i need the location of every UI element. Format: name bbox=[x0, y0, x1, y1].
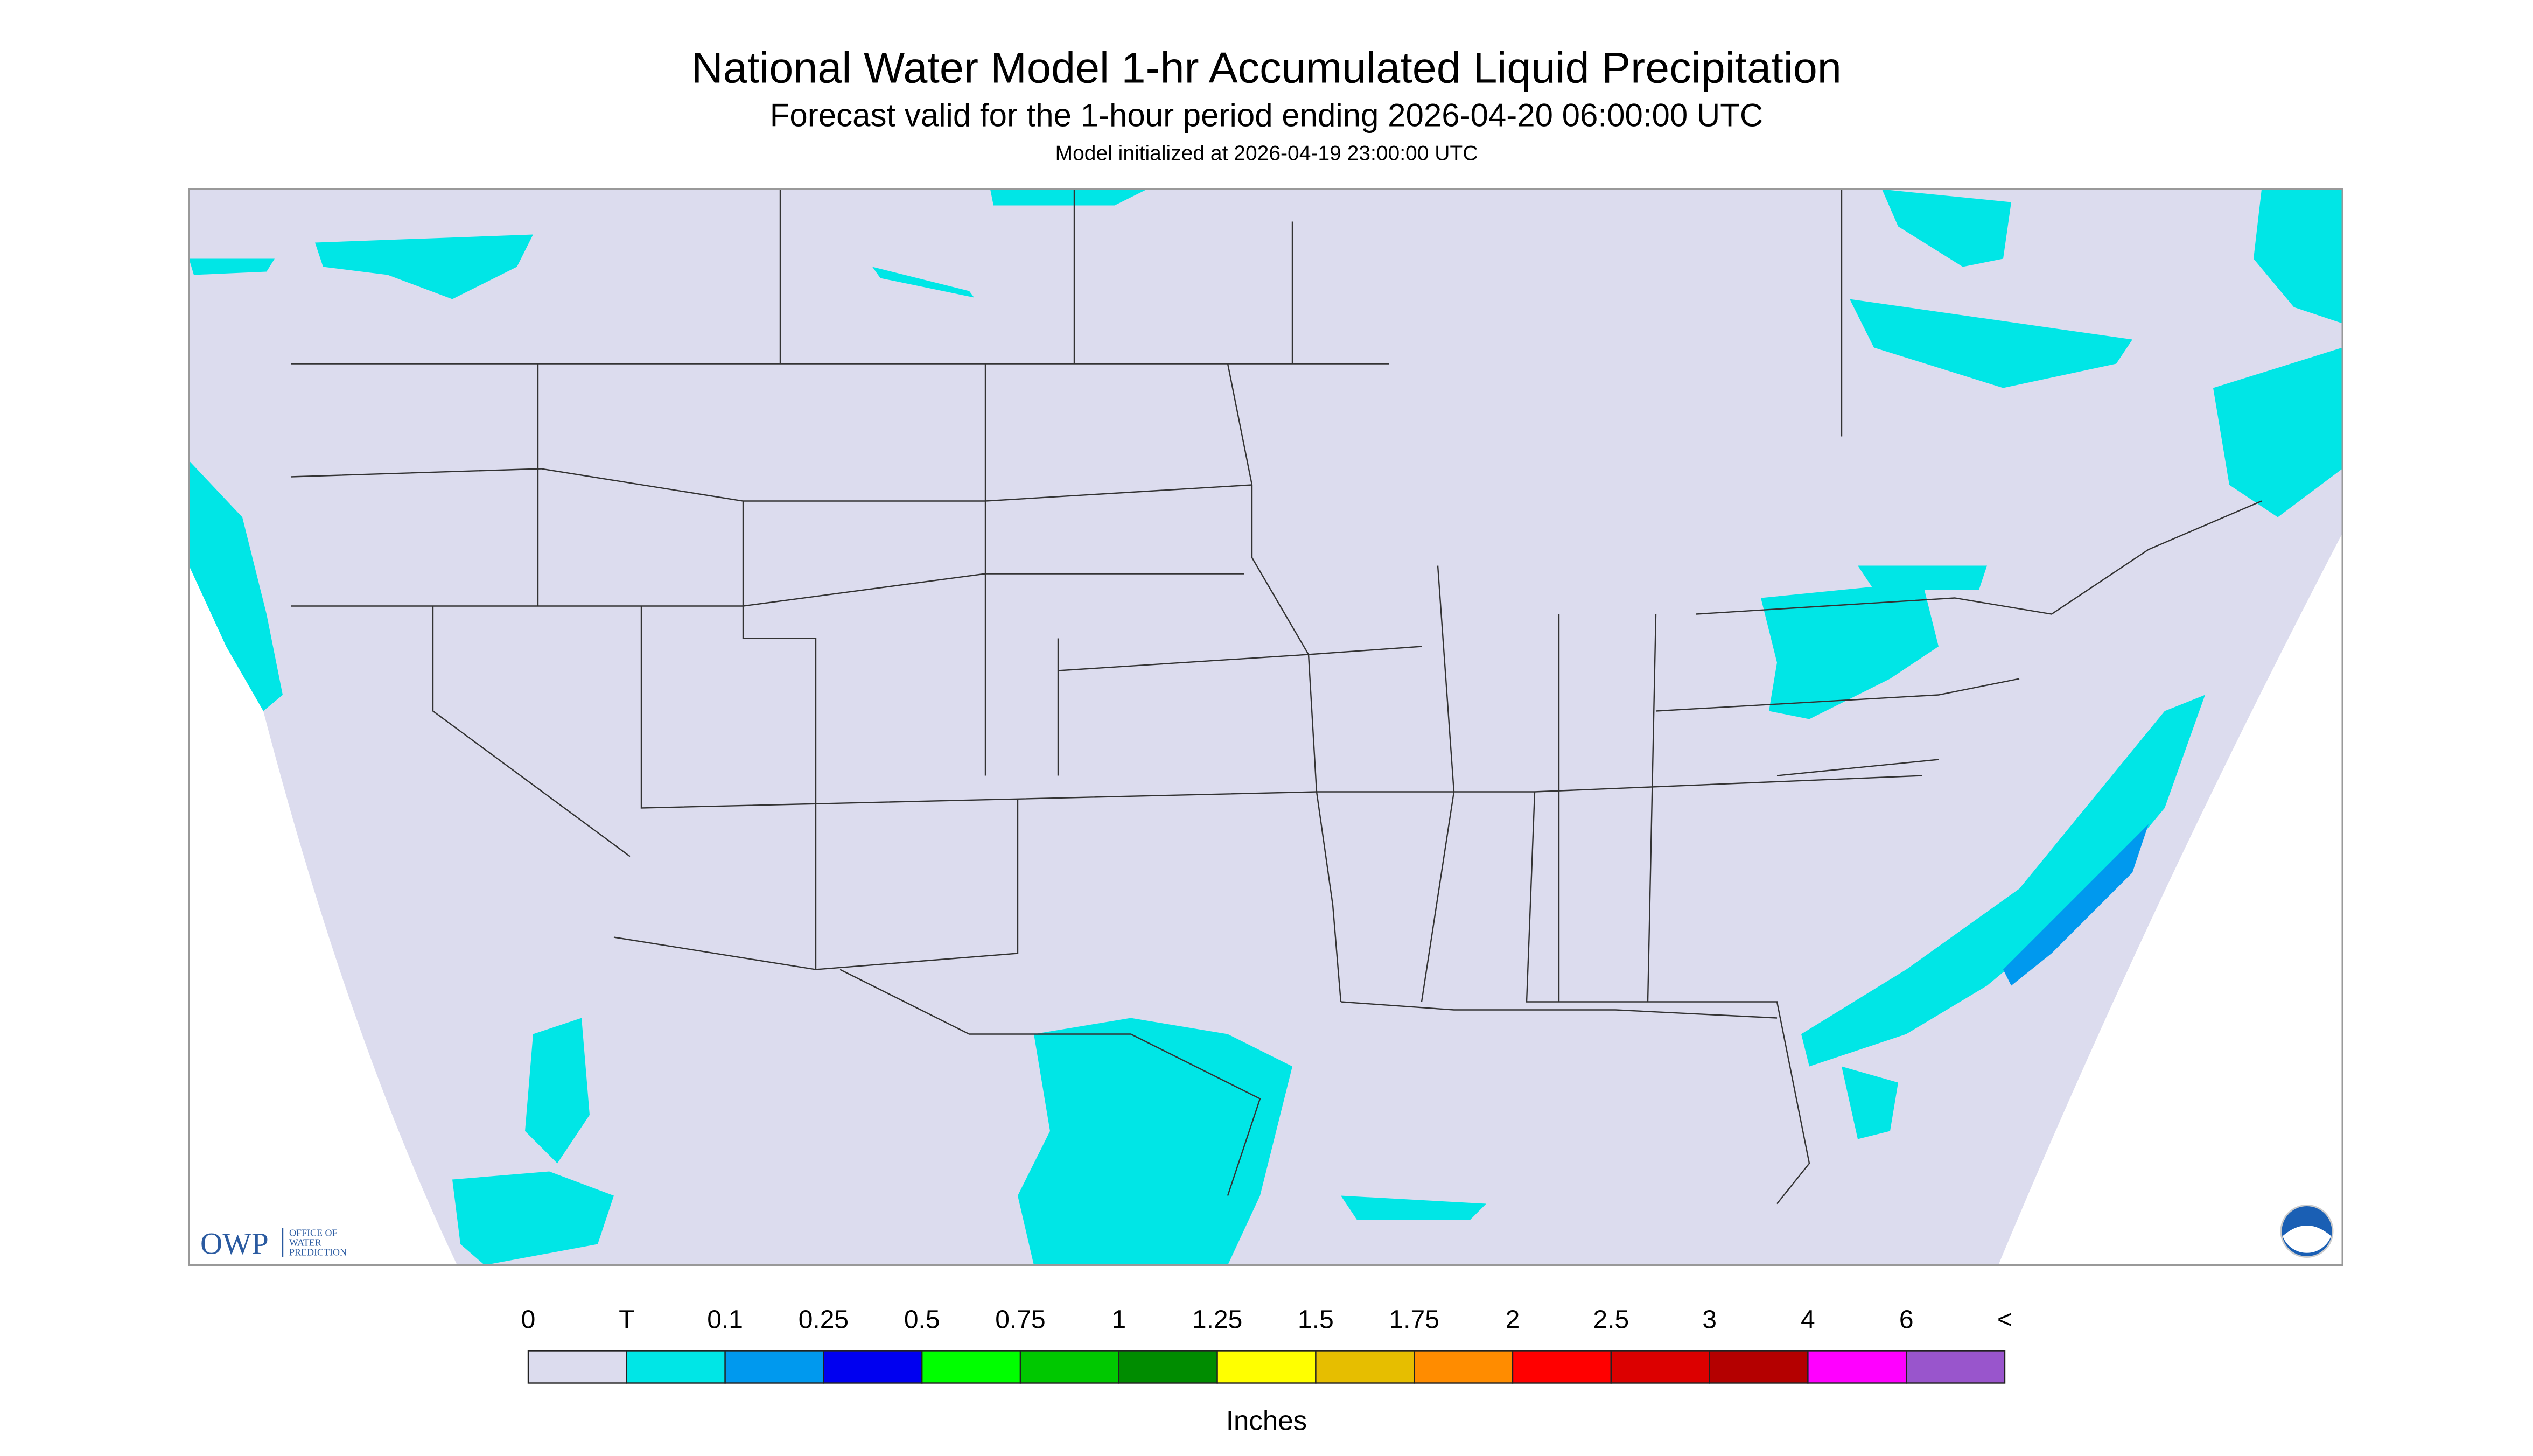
map-frame bbox=[188, 188, 2343, 1266]
init-note: Model initialized at 2026-04-19 23:00:00… bbox=[1055, 142, 1478, 165]
legend-label: 3 bbox=[1702, 1306, 1717, 1334]
legend-swatch bbox=[1807, 1350, 1907, 1384]
map: OWP OFFICE OF WATER PREDICTION bbox=[188, 188, 2343, 1266]
legend-swatch bbox=[527, 1350, 628, 1384]
legend-swatch bbox=[921, 1350, 1021, 1384]
legend-swatch bbox=[1905, 1350, 2006, 1384]
legend-label: 0.1 bbox=[707, 1306, 743, 1334]
owp-logo: OWP OFFICE OF WATER PREDICTION bbox=[200, 1227, 347, 1261]
legend-swatch bbox=[626, 1350, 726, 1384]
legend-swatch bbox=[1118, 1350, 1218, 1384]
legend-label: 0.25 bbox=[799, 1306, 849, 1334]
legend-swatch bbox=[1216, 1350, 1317, 1384]
logo-line: WATER bbox=[289, 1237, 321, 1248]
legend-swatch bbox=[1709, 1350, 1809, 1384]
legend-swatch bbox=[823, 1350, 923, 1384]
subtitle: Forecast valid for the 1-hour period end… bbox=[770, 97, 1763, 134]
legend-swatch bbox=[1414, 1350, 1514, 1384]
legend-swatch bbox=[1315, 1350, 1415, 1384]
legend-label: 2.5 bbox=[1593, 1306, 1629, 1334]
legend-swatch bbox=[1019, 1350, 1120, 1384]
legend-swatch bbox=[1512, 1350, 1612, 1384]
legend-label: 1.25 bbox=[1192, 1306, 1242, 1334]
title: National Water Model 1-hr Accumulated Li… bbox=[691, 44, 1842, 93]
legend-label: 1.5 bbox=[1298, 1306, 1334, 1334]
legend: 0 T 0.1 0.25 0.5 0.75 1 1.25 1.5 1.75 2 2.5 3 4 6 < bbox=[521, 1306, 2012, 1384]
noaa-logo bbox=[2280, 1205, 2334, 1258]
legend-label: 6 bbox=[1899, 1306, 1914, 1334]
legend-label: 0 bbox=[521, 1306, 536, 1334]
legend-swatch bbox=[1610, 1350, 1710, 1384]
legend-label: 2 bbox=[1506, 1306, 1520, 1334]
logo-line: PREDICTION bbox=[289, 1247, 347, 1258]
legend-label: 0.75 bbox=[995, 1306, 1045, 1334]
legend-label: 1 bbox=[1111, 1306, 1126, 1334]
legend-label: T bbox=[619, 1306, 634, 1334]
legend-swatch bbox=[724, 1350, 824, 1384]
legend-units: Inches bbox=[1226, 1405, 1307, 1436]
legend-label: < bbox=[1997, 1306, 2012, 1334]
legend-label: 4 bbox=[1801, 1306, 1815, 1334]
boundaries bbox=[290, 189, 2262, 1205]
map-domain bbox=[189, 189, 2342, 1265]
precip-areas bbox=[189, 189, 2342, 1265]
legend-label: 0.5 bbox=[904, 1306, 940, 1334]
legend-label: 1.75 bbox=[1389, 1306, 1439, 1334]
logo-name: OWP bbox=[200, 1227, 269, 1261]
logo-line: OFFICE OF bbox=[289, 1228, 338, 1238]
precip-heavy bbox=[2003, 824, 2149, 986]
